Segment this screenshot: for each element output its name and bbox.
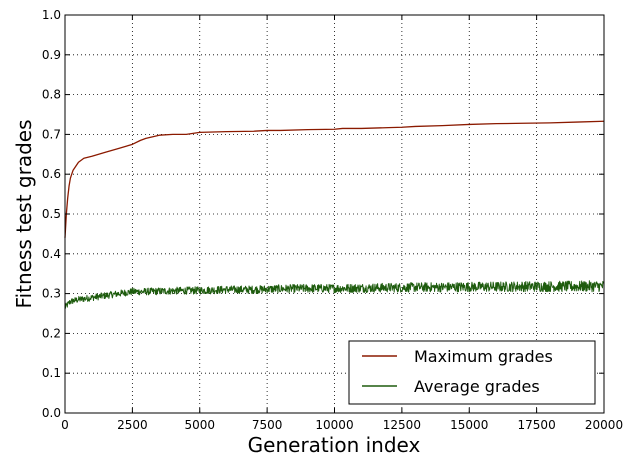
axis-ticks bbox=[64, 14, 605, 414]
y-tick-label: 0.7 bbox=[42, 127, 61, 141]
x-tick-label: 17500 bbox=[518, 418, 556, 432]
x-tick-label: 12500 bbox=[383, 418, 421, 432]
y-tick-label: 0.8 bbox=[42, 88, 61, 102]
x-tick-label: 10000 bbox=[315, 418, 353, 432]
x-axis-title: Generation index bbox=[248, 433, 421, 457]
x-tick-label: 7500 bbox=[252, 418, 283, 432]
legend-box bbox=[348, 340, 596, 405]
y-tick-labels: 0.0 0.1 0.2 0.3 0.4 0.5 0.6 0.7 0.8 0.9 1.0 bbox=[42, 8, 61, 420]
y-tick-label: 0.0 bbox=[42, 406, 61, 420]
y-tick-label: 0.2 bbox=[42, 326, 61, 340]
x-tick-label: 5000 bbox=[184, 418, 215, 432]
y-axis-title: Fitness test grades bbox=[12, 120, 36, 309]
y-tick-label: 0.1 bbox=[42, 366, 61, 380]
x-tick-label: 2500 bbox=[117, 418, 148, 432]
legend-label-maximum-grades: Maximum grades bbox=[414, 347, 553, 366]
x-tick-label: 20000 bbox=[585, 418, 623, 432]
y-tick-label: 0.4 bbox=[42, 247, 61, 261]
series-line-average-grades bbox=[64, 280, 605, 309]
y-tick-label: 1.0 bbox=[42, 8, 61, 22]
y-tick-label: 0.6 bbox=[42, 167, 61, 181]
series-line-maximum-grades bbox=[64, 120, 605, 238]
x-tick-label: 15000 bbox=[450, 418, 488, 432]
x-tick-labels: 0 2500 5000 7500 10000 12500 15000 17500 20000 bbox=[61, 418, 623, 432]
series-layer bbox=[64, 120, 605, 309]
legend-label-average-grades: Average grades bbox=[414, 377, 540, 396]
y-tick-label: 0.5 bbox=[42, 207, 61, 221]
legend: Maximum grades Average grades bbox=[348, 340, 596, 405]
x-tick-label: 0 bbox=[61, 418, 69, 432]
y-tick-label: 0.9 bbox=[42, 48, 61, 62]
y-tick-label: 0.3 bbox=[42, 287, 61, 301]
